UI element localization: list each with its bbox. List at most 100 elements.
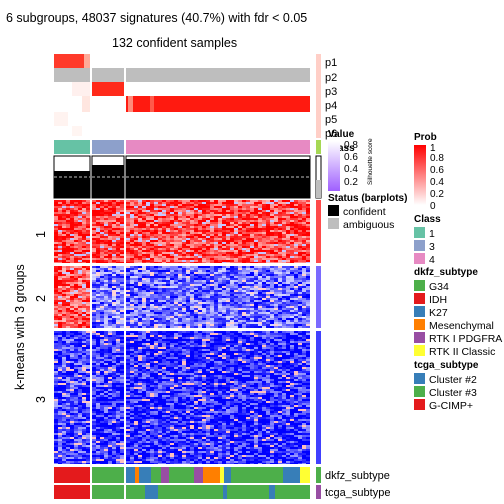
- heatmap-cell: [170, 246, 174, 248]
- heatmap-cell: [86, 411, 90, 413]
- heatmap-cell: [96, 220, 100, 222]
- heatmap-cell: [66, 455, 70, 457]
- heatmap-cell: [66, 431, 70, 433]
- heatmap-cell: [218, 322, 222, 324]
- heatmap-cell: [158, 314, 162, 316]
- heatmap-cell: [186, 290, 190, 292]
- heatmap-cell: [134, 274, 138, 276]
- heatmap-cell: [126, 276, 130, 278]
- heatmap-cell: [108, 298, 112, 300]
- heatmap-cell: [70, 220, 74, 222]
- heatmap-cell: [82, 260, 86, 262]
- heatmap-cell: [214, 216, 218, 218]
- heatmap-cell: [138, 238, 142, 240]
- heatmap-cell: [120, 222, 124, 224]
- heatmap-cell: [258, 322, 262, 324]
- heatmap-cell: [86, 379, 90, 381]
- heatmap-cell: [96, 397, 100, 399]
- heatmap-cell: [112, 349, 116, 351]
- heatmap-cell: [112, 258, 116, 260]
- heatmap-cell: [186, 302, 190, 304]
- heatmap-cell: [78, 451, 82, 453]
- heatmap-cell: [182, 258, 186, 260]
- heatmap-cell: [70, 250, 74, 252]
- heatmap-cell: [270, 256, 274, 258]
- heatmap-cell: [286, 252, 290, 254]
- heatmap-cell: [162, 218, 166, 220]
- heatmap-cell: [210, 208, 214, 210]
- heatmap-cell: [66, 306, 70, 308]
- heatmap-cell: [74, 353, 78, 355]
- heatmap-cell: [74, 244, 78, 246]
- heatmap-cell: [116, 337, 120, 339]
- heatmap-cell: [290, 296, 294, 298]
- heatmap-cell: [116, 242, 120, 244]
- heatmap-cell: [262, 282, 266, 284]
- heatmap-cell: [96, 234, 100, 236]
- heatmap-cell: [54, 459, 58, 461]
- heatmap-cell: [266, 316, 270, 318]
- heatmap-cell: [116, 288, 120, 290]
- heatmap-cell: [174, 230, 178, 232]
- heatmap-cell: [298, 266, 302, 268]
- heatmap-cell: [250, 292, 254, 294]
- heatmap-cell: [82, 286, 86, 288]
- heatmap-cell: [70, 389, 74, 391]
- heatmap-cell: [262, 208, 266, 210]
- heatmap-cell: [178, 278, 182, 280]
- heatmap-cell: [62, 248, 66, 250]
- heatmap-cell: [302, 216, 306, 218]
- heatmap-cell: [70, 302, 74, 304]
- heatmap-cell: [230, 204, 234, 206]
- heatmap-cell: [78, 228, 82, 230]
- heatmap-cell: [302, 262, 306, 263]
- heatmap-cell: [100, 220, 104, 222]
- heatmap-cell: [150, 278, 154, 280]
- heatmap-cell: [186, 234, 190, 236]
- heatmap-cell: [206, 242, 210, 244]
- heatmap-cell: [262, 296, 266, 298]
- heatmap-cell: [262, 284, 266, 286]
- heatmap-cell: [238, 212, 242, 214]
- heatmap-cell: [66, 393, 70, 395]
- heatmap-cell: [270, 210, 274, 212]
- heatmap-cell: [96, 246, 100, 248]
- heatmap-cell: [202, 202, 206, 204]
- heatmap-cell: [70, 415, 74, 417]
- heatmap-cell: [174, 206, 178, 208]
- heatmap-cell: [134, 266, 138, 268]
- heatmap-cell: [158, 228, 162, 230]
- heatmap-cell: [162, 302, 166, 304]
- heatmap-cell: [258, 320, 262, 322]
- heatmap-cell: [142, 322, 146, 324]
- heatmap-cell: [138, 258, 142, 260]
- heatmap-cell: [170, 204, 174, 206]
- heatmap-cell: [262, 304, 266, 306]
- heatmap-cell: [294, 298, 298, 300]
- heatmap-cell: [254, 300, 258, 302]
- heatmap-cell: [86, 256, 90, 258]
- heatmap-cell: [116, 248, 120, 250]
- heatmap-cell: [170, 278, 174, 280]
- heatmap-cell: [274, 268, 278, 270]
- heatmap-cell: [234, 292, 238, 294]
- heatmap-cell: [218, 310, 222, 312]
- heatmap-cell: [226, 240, 230, 242]
- heatmap-cell: [58, 399, 62, 401]
- heatmap-cell: [62, 324, 66, 326]
- heatmap-cell: [58, 353, 62, 355]
- heatmap-cell: [54, 369, 58, 371]
- heatmap-cell: [274, 252, 278, 254]
- heatmap-cell: [78, 447, 82, 449]
- heatmap-cell: [246, 226, 250, 228]
- heatmap-cell: [116, 282, 120, 284]
- heatmap-cell: [190, 310, 194, 312]
- heatmap-cell: [274, 290, 278, 292]
- heatmap-cell: [218, 320, 222, 322]
- heatmap-cell: [186, 248, 190, 250]
- heatmap-cell: [54, 256, 58, 258]
- heatmap-cell: [66, 230, 70, 232]
- heatmap-cell: [142, 200, 146, 202]
- heatmap-cell: [66, 425, 70, 427]
- heatmap-cell: [306, 324, 310, 326]
